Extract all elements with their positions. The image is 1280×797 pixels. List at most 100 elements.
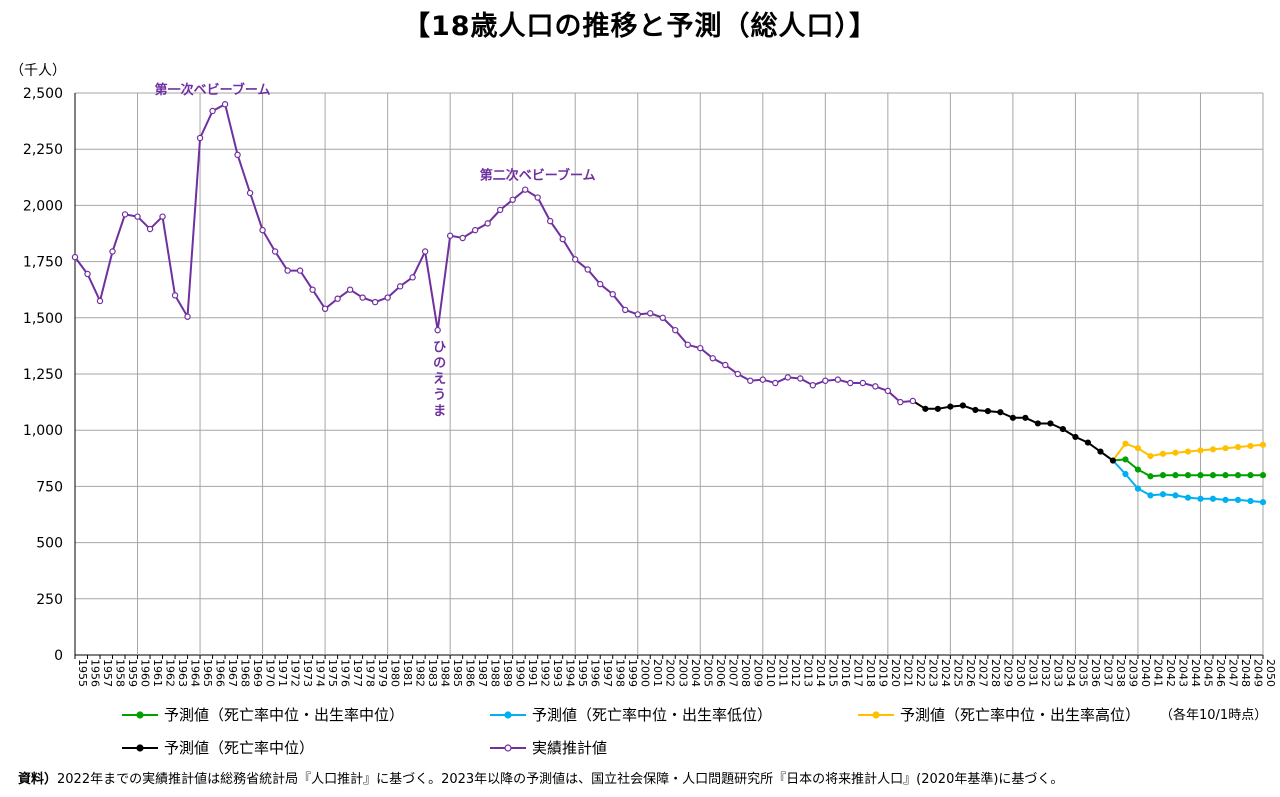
x-tick-label: 1985 <box>451 659 464 687</box>
legend-swatch-mid-high <box>858 710 894 719</box>
x-tick-label: 2040 <box>1139 659 1152 687</box>
data-point <box>159 213 166 220</box>
x-tick-label: 2035 <box>1076 659 1089 687</box>
x-tick-label: 2002 <box>664 659 677 687</box>
y-tick-label: 2,250 <box>23 142 63 158</box>
x-tick-label: 1986 <box>464 659 477 687</box>
data-point <box>659 314 666 321</box>
data-point <box>1184 448 1192 455</box>
data-point <box>1084 439 1092 446</box>
annotation: 第一次ベビーブーム <box>155 82 271 98</box>
data-point <box>672 326 679 334</box>
legend-note: （各年10/1時点） <box>1160 704 1267 723</box>
x-tick-label: 1970 <box>264 659 277 687</box>
data-point <box>171 292 179 299</box>
data-point <box>184 313 191 320</box>
data-point <box>246 189 254 197</box>
x-tick-label: 1959 <box>126 659 139 687</box>
data-point <box>134 213 141 220</box>
x-tick-label: 1966 <box>214 659 227 687</box>
legend-swatch-mid-mid <box>122 710 158 719</box>
x-tick-label: 2026 <box>964 659 977 687</box>
data-point <box>609 290 616 298</box>
x-tick-label: 1989 <box>501 659 514 687</box>
x-tick-label: 1994 <box>564 659 577 687</box>
data-point <box>196 134 204 142</box>
x-tick-label: 2028 <box>989 659 1002 687</box>
data-point <box>1109 457 1117 464</box>
x-tick-label: 1960 <box>139 659 152 687</box>
legend-swatch-actual <box>490 743 526 752</box>
x-tick-label: 1963 <box>176 659 189 687</box>
data-point <box>521 186 529 193</box>
data-point <box>1034 420 1042 427</box>
y-tick-label: 1,750 <box>23 255 63 271</box>
data-point <box>909 397 917 405</box>
annotation-char: ま <box>433 404 446 419</box>
x-tick-label: 1990 <box>514 659 527 687</box>
x-tick-label: 1958 <box>114 659 127 687</box>
data-point <box>1209 446 1217 453</box>
data-point <box>1234 472 1242 479</box>
data-point <box>1159 491 1167 498</box>
data-point <box>1134 485 1142 492</box>
x-tick-label: 2027 <box>976 659 989 687</box>
data-point <box>722 361 729 369</box>
data-point <box>1259 441 1267 448</box>
x-tick-label: 2003 <box>676 659 689 687</box>
x-tick-label: 1988 <box>489 659 502 687</box>
x-tick-label: 1981 <box>401 659 414 687</box>
data-point <box>1234 443 1242 451</box>
x-tick-label: 2038 <box>1114 659 1127 687</box>
data-point <box>597 280 604 288</box>
data-point <box>747 377 754 384</box>
data-point <box>396 283 404 290</box>
data-point <box>384 294 391 301</box>
x-tick-label: 2044 <box>1189 659 1202 687</box>
data-point <box>434 326 441 334</box>
annotation-char: え <box>433 372 446 387</box>
x-tick-label: 1955 <box>76 659 89 687</box>
legend-label: 予測値（死亡率中位） <box>164 739 315 757</box>
data-point <box>1197 472 1204 479</box>
data-point <box>1147 492 1154 499</box>
x-tick-label: 2020 <box>889 659 902 687</box>
data-point <box>647 310 654 317</box>
x-tick-label: 1993 <box>551 659 564 687</box>
data-point <box>1184 494 1192 501</box>
data-point <box>321 305 329 313</box>
x-tick-label: 1984 <box>439 659 452 687</box>
data-point <box>1022 414 1029 421</box>
source-note-text: 2022年までの実績推計値は総務省統計局『人口推計』に基づく。2023年以降の予… <box>57 772 1064 787</box>
data-point <box>1122 470 1129 478</box>
x-tick-label: 2018 <box>864 659 877 687</box>
x-tick-label: 2008 <box>739 659 752 687</box>
x-tick-label: 1991 <box>526 659 539 687</box>
x-tick-label: 1995 <box>576 659 589 687</box>
x-tick-label: 1968 <box>239 659 252 687</box>
data-point <box>622 306 629 314</box>
legend-item-actual: 実績推計値 <box>490 737 607 758</box>
x-tick-label: 2009 <box>751 659 764 687</box>
data-point <box>234 151 241 159</box>
data-point <box>1147 452 1154 460</box>
x-tick-label: 2007 <box>726 659 739 687</box>
data-point <box>834 376 842 383</box>
legend-label: 予測値（死亡率中位・出生率中位） <box>164 706 405 724</box>
data-point <box>409 274 416 281</box>
data-point <box>84 270 91 278</box>
data-point <box>421 248 429 255</box>
x-tick-label: 2049 <box>1251 659 1264 687</box>
legend-item-mid-low: 予測値（死亡率中位・出生率低位） <box>490 704 772 725</box>
x-tick-label: 2000 <box>639 659 652 687</box>
data-point <box>797 375 804 382</box>
y-tick-label: 2,500 <box>23 86 63 102</box>
data-point <box>1172 492 1179 499</box>
legend-item-mid-mid: 予測値（死亡率中位・出生率中位） <box>122 704 404 725</box>
y-tick-label: 1,500 <box>23 311 63 327</box>
data-point <box>734 370 741 378</box>
data-point <box>809 382 817 389</box>
data-point <box>1259 472 1267 479</box>
x-tick-label: 1957 <box>101 659 114 687</box>
data-point <box>1222 496 1229 503</box>
